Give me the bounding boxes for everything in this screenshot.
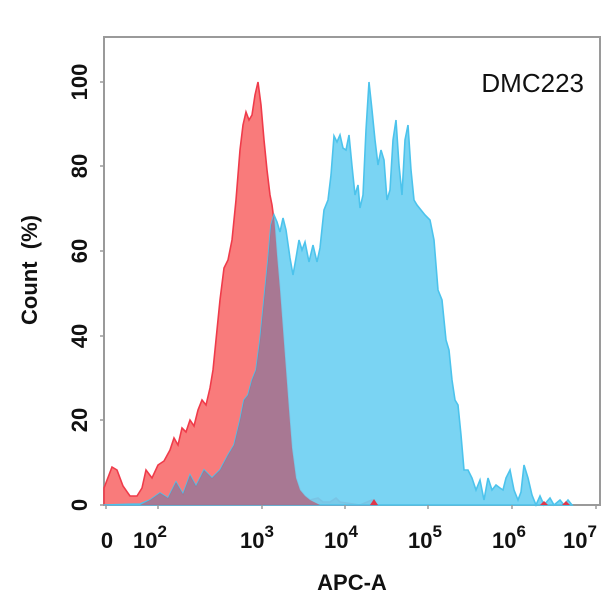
y-axis-ticks	[100, 81, 104, 506]
x-axis-ticks	[105, 505, 597, 509]
y-axis-title: Count (%)	[17, 215, 42, 325]
x-tick-1e2: 102	[133, 522, 167, 553]
y-tick-80: 80	[67, 154, 92, 178]
x-tick-0: 0	[101, 528, 113, 553]
y-tick-0: 0	[67, 499, 92, 511]
x-tick-1e4: 104	[324, 522, 358, 553]
x-tick-1e7: 107	[563, 522, 597, 553]
x-tick-1e5: 105	[408, 522, 442, 553]
y-tick-100: 100	[67, 64, 92, 101]
x-axis-tick-labels: 0 102 103 104 105 106 107	[101, 522, 597, 553]
y-axis-tick-labels: 0 20 40 60 80 100	[67, 64, 92, 511]
y-tick-40: 40	[67, 324, 92, 348]
x-axis-title: APC-A	[317, 570, 387, 595]
sample-annotation: DMC223	[481, 68, 584, 98]
x-tick-1e3: 103	[240, 522, 274, 553]
x-tick-1e6: 106	[492, 522, 526, 553]
y-tick-60: 60	[67, 239, 92, 263]
overlap-region	[140, 215, 320, 505]
y-tick-20: 20	[67, 408, 92, 432]
